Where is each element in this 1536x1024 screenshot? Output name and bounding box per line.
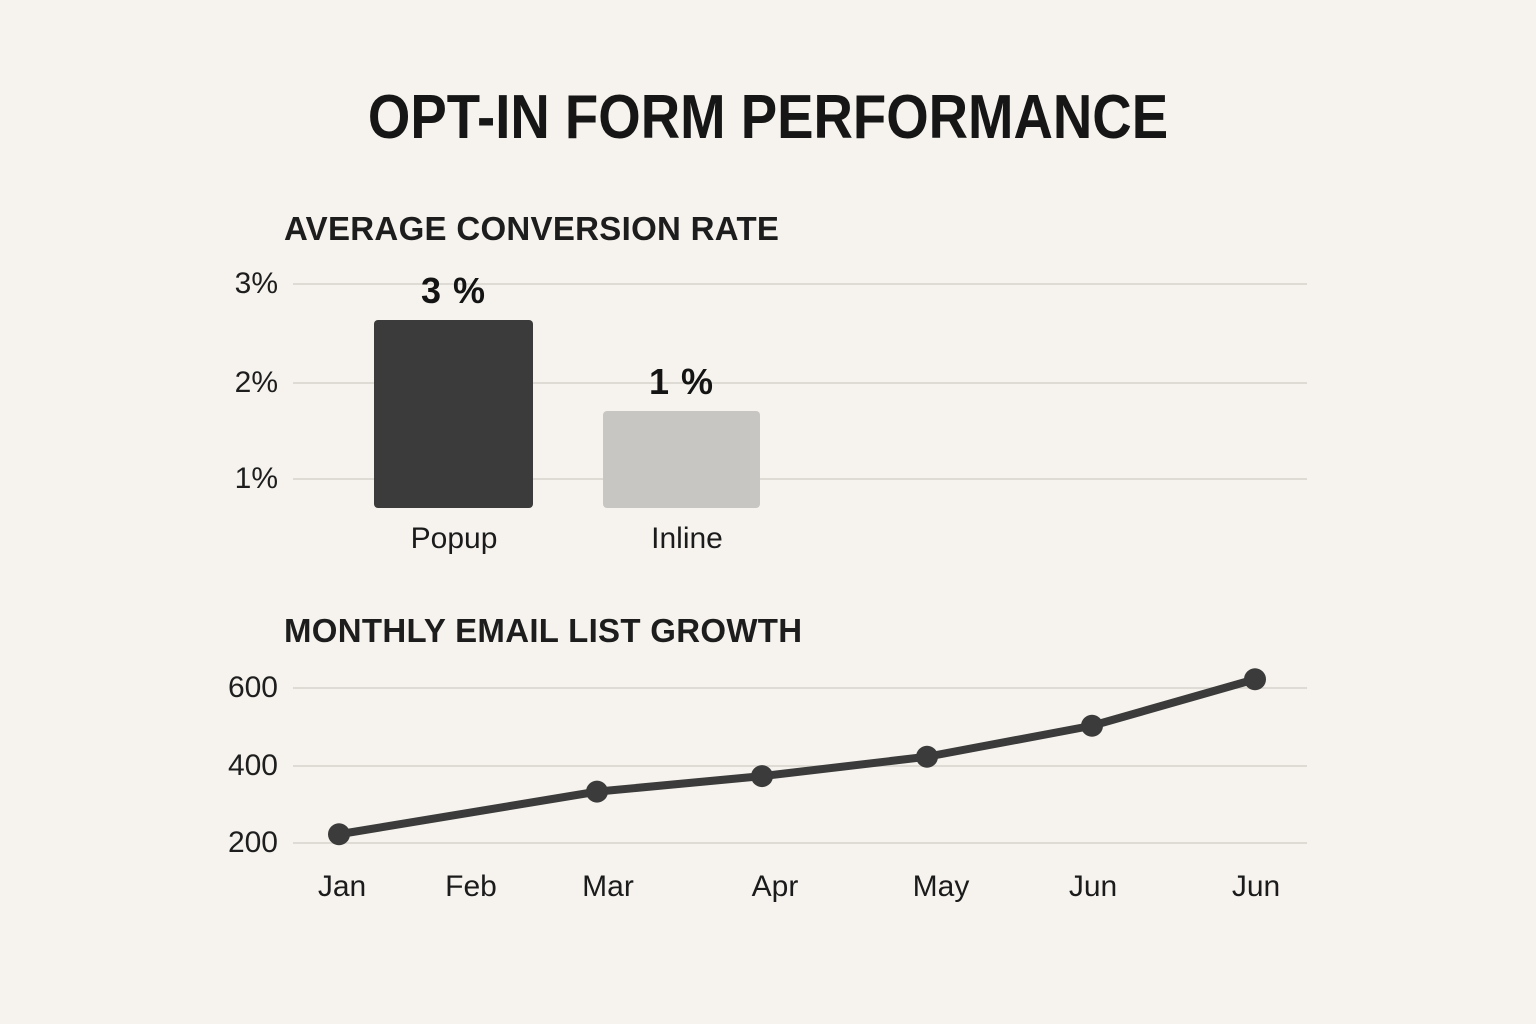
gridline	[293, 842, 1307, 844]
y-tick-label: 3%	[234, 267, 278, 300]
gridline	[293, 382, 1307, 384]
data-point-apr-370	[751, 765, 773, 788]
data-point-mar-330	[586, 780, 608, 803]
y-tick-label: 200	[227, 826, 278, 859]
bar-inline	[603, 411, 760, 508]
data-point-jun-500	[1081, 714, 1103, 737]
x-tick-label: Apr	[751, 870, 799, 903]
x-tick-label: May	[912, 870, 970, 903]
x-tick-label: Jun	[1231, 870, 1281, 903]
line-chart-title: MONTHLY EMAIL LIST GROWTH	[284, 612, 803, 649]
y-tick-label: 1%	[234, 462, 278, 495]
bar-value-label: 1 %	[648, 361, 715, 402]
trend-line	[335, 675, 1259, 839]
gridline	[293, 478, 1307, 480]
bar-value-label: 3 %	[420, 270, 487, 311]
page-title: OPT-IN FORM PERFORMANCE	[367, 83, 1169, 152]
x-tick-label: Jun	[1068, 870, 1118, 903]
y-tick-label: 2%	[234, 366, 278, 399]
gridline	[293, 765, 1307, 767]
y-tick-label: 600	[227, 671, 278, 704]
bar-category-label: Popup	[410, 522, 498, 555]
bar-popup	[374, 320, 533, 508]
y-tick-label: 400	[227, 749, 278, 782]
x-tick-label: Feb	[445, 870, 497, 903]
x-tick-label: Jan	[317, 870, 367, 903]
gridline	[293, 283, 1307, 285]
bar-chart-title: AVERAGE CONVERSION RATE	[284, 210, 780, 247]
gridline	[293, 687, 1307, 689]
x-tick-label: Mar	[582, 870, 634, 903]
bar-category-label: Inline	[651, 522, 723, 555]
